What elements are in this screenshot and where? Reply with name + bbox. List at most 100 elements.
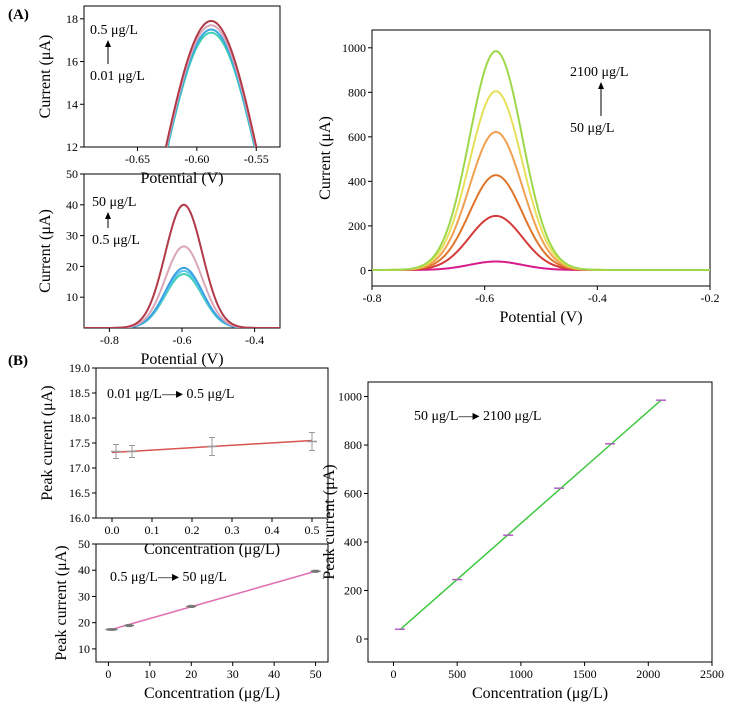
a2-series-line [84,273,280,328]
a3-x-tick-label: -0.8 [363,291,382,305]
a3-y-tick-label: 1000 [342,41,366,55]
b2-annotation: 0.5 μg/L—▸ 50 μg/L [110,570,227,585]
a1-curves [164,19,258,147]
panel-label-b: (B) [8,353,28,369]
b3-x-axis-label: Concentration (μg/L) [472,685,608,702]
b3-y-tick-label: 600 [344,487,362,501]
b1-y-tick-label: 17.0 [69,461,90,475]
panel-label-a: (A) [8,7,29,23]
b2-x-tick-label: 30 [227,667,239,681]
a2-series-line [84,245,280,328]
a3-series-line [372,50,710,271]
a3-series-line [372,174,710,271]
b1-y-tick-label: 19.0 [69,361,90,375]
a1-series-line [164,19,258,147]
a2-annotation-arrowhead [105,212,111,219]
b2-y-tick-label: 30 [78,589,90,603]
a2-series-line [84,270,280,328]
a2-y-tick-label: 30 [66,229,78,243]
a2-x-axis-label: Potential (V) [140,351,223,368]
b1-x-tick-label: 0.3 [225,523,240,537]
a2-x-tick-label: -0.6 [173,333,192,347]
a3-series-line [372,90,710,271]
b1-y-tick-label: 16.5 [69,486,90,500]
b3-annotation: 50 μg/L—▸ 2100 μg/L [414,409,541,424]
a3-y-tick-label: 600 [348,130,366,144]
b1-x-tick-label: 0.4 [265,523,280,537]
b2-x-tick-label: 40 [268,667,280,681]
b3-x-tick-label: 0 [390,667,396,681]
a3-x-tick-label: -0.2 [701,291,720,305]
b1-y-tick-label: 17.5 [69,436,90,450]
a2-y-tick-label: 50 [66,167,78,181]
b2-x-tick-label: 50 [310,667,322,681]
b3-x-tick-label: 2500 [700,667,724,681]
a1-x-tick-label: -0.60 [184,152,209,166]
a3-y-tick-label: 0 [360,263,366,277]
b3-plot-frame [367,381,713,663]
a3-series-line [372,214,710,271]
a2-y-tick-label: 10 [66,290,78,304]
b2-y-tick-label: 50 [78,537,90,551]
a3-annotation-bottom: 50 μg/L [570,121,614,136]
b2-y-tick-label: 10 [78,642,90,656]
chart-a2: -0.8 -0.6 -0.4 10 20 30 40 50 Potential (V) Curre… [37,167,281,368]
a1-y-tick-label: 12 [66,140,78,154]
b3-fit-line [399,399,662,631]
b3-x-tick-label: 1500 [573,667,597,681]
b2-y-tick-label: 20 [78,616,90,630]
a1-x-axis-label: Potential (V) [140,170,223,187]
a1-y-tick-label: 18 [66,12,78,26]
a2-x-tick-label: -0.4 [245,333,264,347]
a2-annotation-bottom: 0.5 μg/L [92,233,140,248]
a1-y-axis-label: Current (μA) [37,35,54,119]
a2-curves [84,203,280,328]
b3-x-tick-label: 2000 [636,667,660,681]
b1-annotation: 0.01 μg/L—▸ 0.5 μg/L [107,387,234,402]
b1-y-tick-label: 18.0 [69,411,90,425]
b1-y-tick-label: 16.0 [69,511,90,525]
a1-y-tick-label: 16 [66,55,78,69]
b2-x-tick-label: 20 [185,667,197,681]
a1-y-tick-label: 14 [66,97,78,111]
chart-a1: -0.65 -0.60 -0.55 12 14 16 18 Potential (V) Curr… [37,5,281,187]
a2-y-tick-label: 20 [66,259,78,273]
b1-x-tick-label: 0.0 [105,523,120,537]
b2-x-axis-label: Concentration (μg/L) [144,685,280,702]
a3-y-tick-label: 800 [348,85,366,99]
a2-annotation-top: 50 μg/L [92,195,136,210]
a2-y-tick-label: 40 [66,198,78,212]
chart-b1: 0.0 0.1 0.2 0.3 0.4 0.5 16.0 16.5 17.0 17.5 18.0 18… [39,361,329,558]
a2-series-line [84,203,280,328]
b2-plot-frame [95,543,329,663]
chart-b3: 0 500 1000 1500 2000 2500 0 200 400 600 800 1000 Con… [321,381,724,702]
a1-x-tick-label: -0.65 [125,152,150,166]
b1-x-tick-label: 0.2 [185,523,200,537]
a3-x-axis-label: Potential (V) [499,309,582,326]
a3-x-tick-label: -0.4 [588,291,607,305]
a3-plot-frame [371,29,711,287]
b3-y-tick-label: 800 [344,438,362,452]
a1-annotation-top: 0.5 μg/L [90,23,138,38]
b2-y-axis-label: Peak current (μA) [53,545,70,660]
a1-x-tick-label: -0.55 [244,152,269,166]
b1-y-tick-label: 18.5 [69,386,90,400]
b3-y-tick-label: 400 [344,535,362,549]
a3-y-axis-label: Current (μA) [317,116,334,200]
b3-x-tick-label: 1000 [509,667,533,681]
a2-x-tick-label: -0.8 [100,333,119,347]
b1-x-tick-label: 0.1 [145,523,160,537]
b1-x-tick-label: 0.5 [305,523,320,537]
b1-y-axis-label: Peak current (μA) [39,385,56,500]
chart-a3: -0.8 -0.6 -0.4 -0.2 0 200 400 600 800 1000 Potenti… [317,29,720,326]
b3-y-tick-label: 1000 [338,390,362,404]
a2-y-axis-label: Current (μA) [37,209,54,293]
a3-annotation-top: 2100 μg/L [570,65,628,80]
a3-curves [372,50,710,271]
b2-x-tick-label: 10 [144,667,156,681]
a3-y-tick-label: 200 [348,219,366,233]
b2-fit-line [110,570,316,631]
b3-x-tick-label: 500 [448,667,466,681]
b3-y-tick-label: 0 [356,632,362,646]
